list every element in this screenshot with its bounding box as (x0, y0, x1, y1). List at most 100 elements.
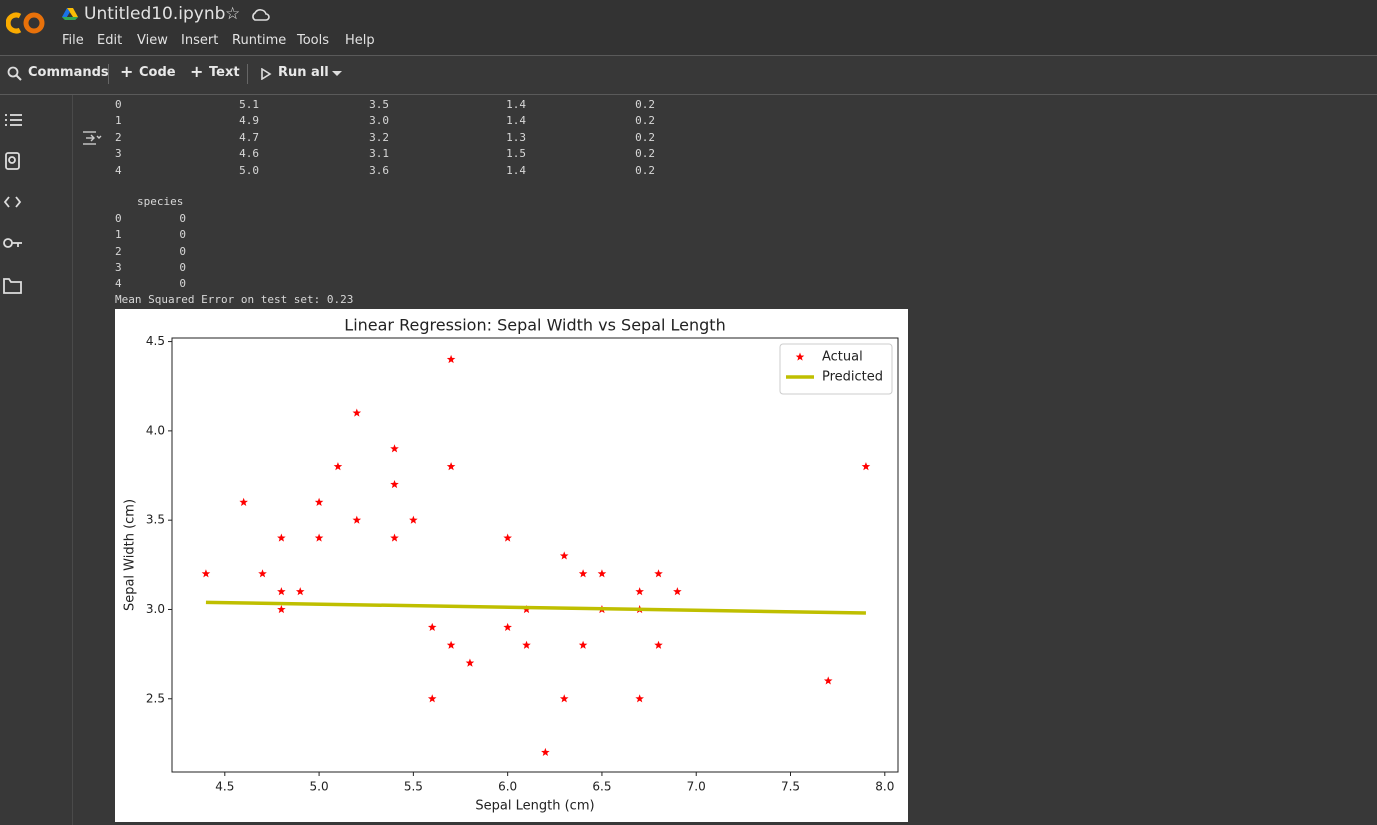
table-cell: 0 (179, 277, 186, 291)
run-all-button[interactable]: Run all (278, 65, 329, 80)
data-point (578, 640, 588, 649)
table-cell: 0 (115, 212, 122, 225)
x-tick-label: 6.5 (592, 780, 611, 794)
data-point (465, 658, 475, 667)
table-cell: 4 (115, 277, 122, 291)
figure-background (115, 309, 908, 822)
sidebar-icons[interactable] (0, 105, 28, 305)
data-point (673, 587, 682, 596)
x-axis-label: Sepal Length (cm) (475, 799, 594, 814)
data-point (861, 462, 871, 471)
star-icon[interactable]: ☆ (225, 4, 241, 24)
table-cell: 1.5 (506, 147, 526, 161)
x-tick-label: 8.0 (875, 780, 894, 794)
table-cell: 3.5 (369, 98, 389, 111)
table-cell: 4.9 (239, 114, 259, 128)
data-point (635, 587, 644, 596)
table-cell: 5.1 (239, 98, 259, 111)
table-cell: 3 (115, 260, 122, 274)
data-point (823, 676, 833, 685)
prediction-line (205, 600, 866, 615)
data-point (427, 622, 437, 631)
data-point (314, 533, 324, 542)
drive-icon (62, 8, 78, 20)
menu-item[interactable]: Insert (181, 33, 219, 48)
data-point (446, 354, 456, 364)
legend-label: Actual (822, 350, 863, 365)
data-point (654, 640, 663, 649)
data-point (277, 587, 286, 596)
table-cell: 4 (115, 163, 122, 177)
table-cell: 3.6 (369, 163, 389, 177)
x-tick-label: 7.0 (687, 780, 706, 794)
legend-marker (795, 352, 805, 361)
data-point (446, 640, 456, 649)
table-cell: 3 (115, 147, 122, 161)
table-cell: 3.0 (369, 114, 389, 128)
add-code-button[interactable]: Code (139, 65, 176, 80)
menu-item[interactable]: Tools (297, 33, 330, 48)
data-point (559, 551, 569, 560)
table-cell: 1.3 (506, 130, 526, 144)
data-point (295, 587, 305, 596)
y-tick-label: 3.0 (146, 602, 165, 616)
separator (108, 64, 109, 84)
menu-item[interactable]: File (62, 33, 84, 48)
table-cell: 5.0 (239, 163, 259, 177)
table-cell: 0 (179, 244, 186, 258)
menu-item[interactable]: Runtime (232, 33, 287, 48)
table-cell: 1.4 (506, 114, 526, 128)
table-cell: 0 (115, 98, 122, 111)
gutter-line (72, 95, 73, 825)
top-bar (0, 0, 1377, 55)
dropdown-icon[interactable] (332, 70, 342, 78)
data-point (201, 569, 211, 578)
plus-icon: + (120, 62, 134, 81)
table-cell: 1 (115, 114, 122, 128)
y-tick-label: 4.0 (146, 423, 165, 437)
file-name[interactable]: Untitled10.ipynb (84, 4, 226, 24)
table-cell: 0.2 (635, 130, 655, 144)
search-icon (7, 66, 22, 81)
divider (0, 94, 1377, 95)
data-point (258, 569, 267, 578)
data-point (522, 640, 531, 649)
data-point (503, 622, 512, 631)
menu-item[interactable]: View (137, 33, 168, 48)
data-point (333, 462, 343, 471)
data-point (541, 747, 550, 756)
data-point (314, 497, 324, 506)
colab-logo[interactable] (6, 10, 48, 36)
legend-box (779, 343, 893, 395)
table-cell: 0.2 (635, 114, 655, 128)
data-point (503, 533, 512, 542)
table-cell: 4.6 (239, 147, 259, 161)
divider (0, 55, 1377, 56)
plus-icon: + (190, 62, 204, 81)
x-tick-label: 7.5 (781, 780, 800, 794)
table-cell: 2 (115, 130, 122, 144)
table-cell: 1 (115, 228, 122, 242)
table-cell: 0.2 (635, 98, 655, 111)
table-cell: 1.4 (506, 163, 526, 177)
cloud-icon[interactable] (250, 7, 270, 23)
table-cell: 2 (115, 244, 122, 258)
data-point (635, 694, 644, 703)
commands-button[interactable]: Commands (28, 65, 109, 80)
data-point (390, 533, 399, 542)
table-cell: 1.4 (506, 98, 526, 111)
play-icon (261, 68, 272, 80)
y-tick-label: 4.5 (146, 334, 165, 348)
table-cell: 0 (179, 260, 186, 274)
data-point (352, 515, 362, 524)
add-text-button[interactable]: Text (209, 65, 240, 80)
menu-item[interactable]: Edit (97, 33, 123, 48)
data-point (578, 569, 588, 578)
y-tick-label: 3.5 (146, 513, 165, 527)
legend-label: Predicted (822, 370, 883, 385)
menu-item[interactable]: Help (345, 33, 375, 48)
output-toggle-icon[interactable] (82, 130, 102, 146)
x-tick-label: 5.0 (310, 780, 329, 794)
table-cell: 3.2 (369, 130, 389, 144)
